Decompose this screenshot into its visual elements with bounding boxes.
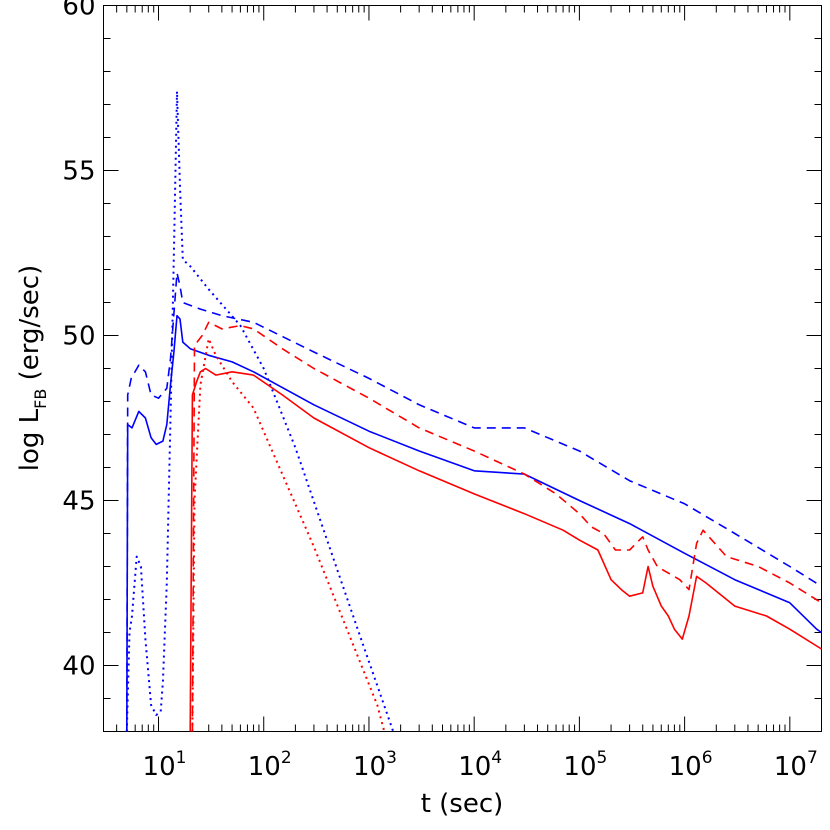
x-axis-title: t (sec) xyxy=(421,789,504,819)
x-tick-label: 104 xyxy=(458,748,502,782)
series-line-red-solid xyxy=(189,367,822,732)
x-tick-label: 107 xyxy=(774,748,818,782)
series-line-red-dashed xyxy=(191,321,822,732)
series-line-blue-solid xyxy=(126,314,822,732)
y-tick-label: 45 xyxy=(62,487,95,517)
series-line-blue-dashed xyxy=(126,272,822,732)
y-axis-title-subscript: FB xyxy=(31,389,50,409)
series-line-blue-dotted xyxy=(125,90,395,732)
x-tick-label: 101 xyxy=(143,748,187,782)
x-tick-label: 102 xyxy=(248,748,292,782)
x-tick-label: 105 xyxy=(563,748,607,782)
tick-labels: 40 45 50 55 60 101 102 103 104 105 106 107 xyxy=(62,0,817,782)
data-series xyxy=(125,90,822,732)
axis-ticks xyxy=(103,5,822,732)
y-tick-label: 55 xyxy=(62,157,95,187)
x-tick-label: 106 xyxy=(669,748,713,782)
y-tick-label: 60 xyxy=(62,0,95,22)
plot-frame xyxy=(103,5,822,732)
x-tick-label: 103 xyxy=(353,748,397,782)
series-line-red-dotted xyxy=(191,337,386,732)
y-axis-title: log LFB (erg/sec) xyxy=(15,265,50,471)
y-axis-title-units: (erg/sec) xyxy=(15,265,45,389)
y-axis-title-main: log L xyxy=(15,408,45,471)
y-tick-label: 50 xyxy=(62,322,95,352)
y-tick-label: 40 xyxy=(62,652,95,682)
